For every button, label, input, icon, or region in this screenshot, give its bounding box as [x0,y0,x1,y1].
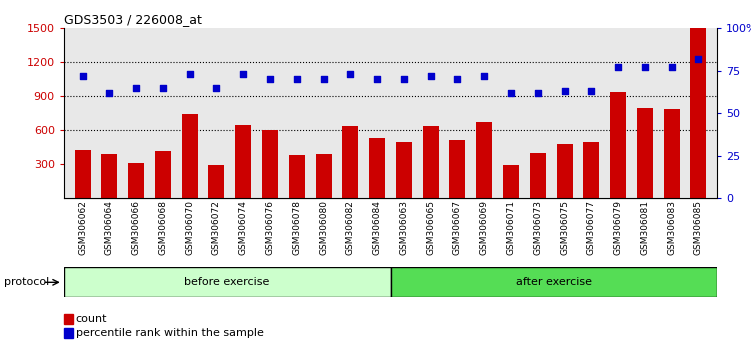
Bar [209,165,225,198]
Point [237,72,249,77]
Bar [74,149,91,198]
Point [532,90,544,96]
Point [424,73,436,79]
Point [612,64,624,70]
Bar [610,92,626,198]
Point [639,64,651,70]
Bar [664,109,680,198]
Bar [315,154,332,198]
Point [104,90,116,96]
Point [398,76,410,82]
Text: percentile rank within the sample: percentile rank within the sample [76,328,264,338]
Bar [529,153,546,198]
Point [665,64,677,70]
Text: protocol: protocol [4,277,49,287]
Text: after exercise: after exercise [516,277,592,287]
Bar [342,126,358,198]
Bar [128,163,144,198]
Point [692,56,704,62]
Bar [182,114,198,198]
Bar [476,122,492,198]
Point [559,88,571,94]
Bar [584,142,599,198]
Bar [155,151,171,198]
Bar [289,155,305,198]
Point [77,73,89,79]
Point [505,90,517,96]
Bar [369,138,385,198]
Point [184,72,196,77]
Bar [391,267,717,297]
Bar [690,28,707,198]
Point [451,76,463,82]
Bar [64,267,391,297]
Point [210,85,222,91]
Bar [503,165,519,198]
Text: count: count [76,314,107,324]
Bar [396,142,412,198]
Bar [423,126,439,198]
Point [478,73,490,79]
Bar [235,125,252,198]
Point [130,85,142,91]
Bar [556,144,572,198]
Bar [449,141,466,198]
Text: before exercise: before exercise [185,277,270,287]
Point [318,76,330,82]
Point [291,76,303,82]
Bar [262,130,278,198]
Point [585,88,597,94]
Point [345,72,357,77]
Point [371,76,383,82]
Point [264,76,276,82]
Point [157,85,169,91]
Bar [101,154,117,198]
Bar [637,108,653,198]
Text: GDS3503 / 226008_at: GDS3503 / 226008_at [64,13,202,26]
